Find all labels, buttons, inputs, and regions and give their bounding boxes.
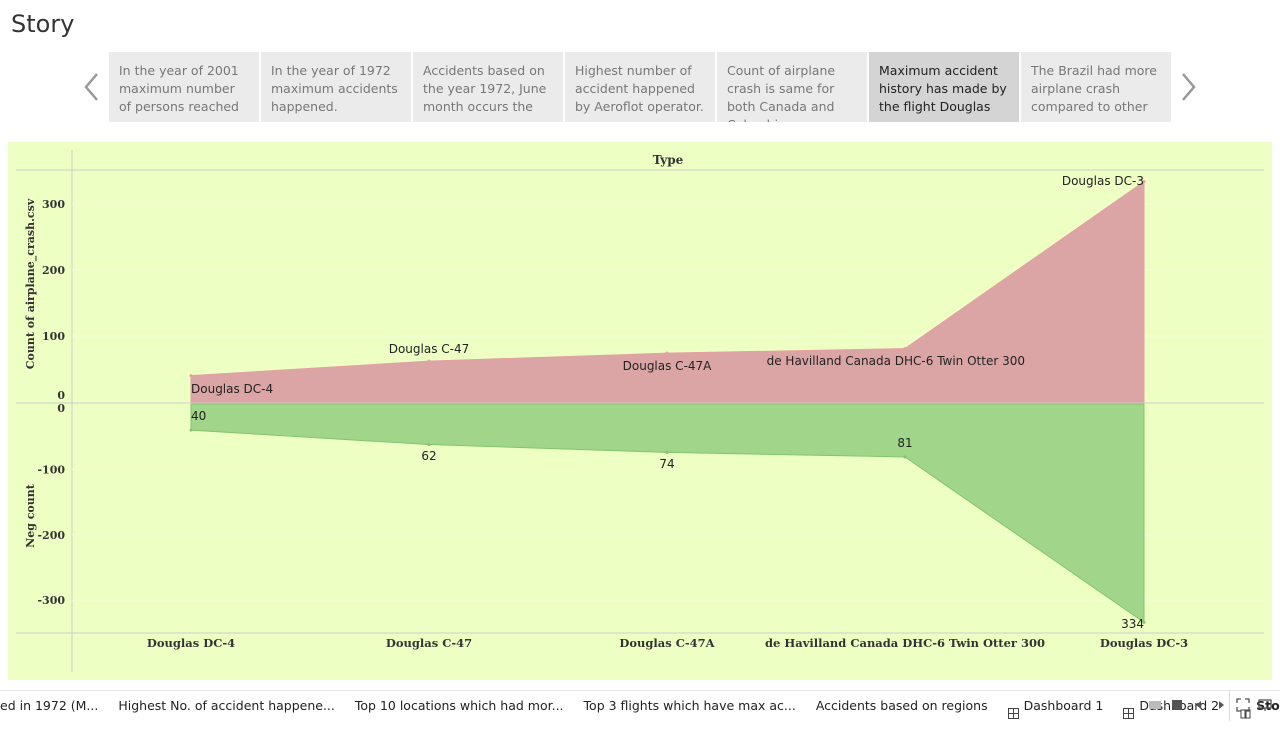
y-axis-title-bottom: Neg count [24,483,37,548]
data-label-count: 62 [421,449,436,463]
story-point[interactable]: Accidents based on the year 1972, June m… [413,52,563,122]
y-axis-title-top: Count of airplane_crash.csv [24,198,38,369]
scroll-left-icon[interactable] [1192,697,1206,711]
data-point-top [903,347,907,351]
story-points: In the year of 2001 maximum number of pe… [109,52,1171,122]
next-point-button[interactable] [1178,70,1198,104]
data-label-count: 81 [897,436,912,450]
data-label-type: Douglas DC-4 [191,382,273,396]
data-point-bottom [665,450,669,454]
sheet-tab[interactable]: Story [1229,690,1280,721]
chart-area: Type Douglas DC-4 Douglas C-47 Douglas C-47… [8,142,1272,680]
data-point-bottom [189,428,193,432]
chevron-right-icon [1182,73,1196,101]
x-category-label: Douglas C-47A [619,636,715,650]
scroll-right-icon[interactable] [1214,697,1228,711]
y-tick-label-top: 100 [42,330,65,343]
sheet-tab[interactable]: Top 3 flights which have max ac... [574,691,806,721]
dashboard-icon [1123,700,1135,719]
sheet-tab-label: Accidents based on regions [815,697,988,713]
y-tick-label-bottom: -100 [37,463,65,476]
x-category-label: Douglas C-47 [386,636,472,650]
chevron-left-icon [84,73,98,101]
x-category-label: de Havilland Canada DHC-6 Twin Otter 300 [765,636,1045,650]
sheet-tab[interactable]: Accidents based on regions [806,691,998,721]
data-point-bottom [427,443,431,447]
previous-point-button[interactable] [82,70,102,104]
sheet-tab-label: Highest No. of accident happene... [118,697,335,713]
data-label-count: 334 [1121,617,1144,631]
sheet-tab[interactable]: Highest No. of accident happene... [108,691,345,721]
data-point-bottom [903,455,907,459]
sheet-tab-label: Dashboard 1 [1023,697,1104,713]
data-point-bottom [1142,620,1146,624]
x-category-label: Douglas DC-4 [147,636,235,650]
y-tick-label-bottom: -200 [37,529,65,542]
data-label-type: Douglas DC-3 [1062,174,1144,188]
chart-title: Type [653,153,684,167]
sheet-tab-bar: ed in 1972 (M... Highest No. of accident … [0,690,1280,721]
data-point-top [427,359,431,363]
y-tick-label-bottom: 0 [57,402,65,415]
thumbnail-view-icon[interactable] [1148,697,1162,711]
sheet-tab-label: Story [1256,697,1280,713]
story-point[interactable]: In the year of 1972 maximum accidents ha… [261,52,411,122]
dashboard-icon [1007,700,1019,719]
y-tick-label-bottom: -300 [37,594,65,607]
sheet-tab-label: Top 10 locations which had mor... [354,697,564,713]
data-label-type: Douglas C-47A [623,359,713,373]
data-point-top [1142,180,1146,184]
presentation-icon[interactable] [1258,697,1272,711]
data-point-top [665,351,669,355]
area-chart: Type Douglas DC-4 Douglas C-47 Douglas C-47… [16,150,1264,672]
data-point-top [189,374,193,378]
y-tick-label-top: 0 [57,389,65,402]
data-label-count: 40 [191,409,206,423]
area-neg-series [190,403,1145,624]
data-label-count: 74 [659,457,674,471]
sheet-tab[interactable]: Top 10 locations which had mor... [345,691,574,721]
sheet-tab[interactable]: ed in 1972 (M... [0,691,108,721]
fullscreen-icon[interactable] [1236,697,1250,712]
story-point[interactable]: Highest number of accident happened by A… [565,52,715,122]
sheet-tab-label: Top 3 flights which have max ac... [583,697,796,713]
sheet-tab[interactable]: Dashboard 1 [998,691,1114,721]
story-point[interactable]: In the year of 2001 maximum number of pe… [109,52,259,122]
story-point[interactable]: The Brazil had more airplane crash compa… [1021,52,1171,122]
y-tick-label-top: 300 [42,198,65,211]
story-point-active[interactable]: Maximum accident history has made by the… [869,52,1019,122]
x-category-label: Douglas DC-3 [1100,636,1188,650]
single-view-icon[interactable] [1170,697,1184,711]
y-tick-label-top: 200 [42,264,65,277]
data-label-type: Douglas C-47 [389,342,470,356]
story-point[interactable]: Count of airplane crash is same for both… [717,52,867,122]
data-label-type: de Havilland Canada DHC-6 Twin Otter 300 [767,354,1025,368]
area-count-series [190,180,1145,403]
page-title: Story [11,10,75,38]
sheet-tab-label: ed in 1972 (M... [0,697,99,713]
tab-controls [1148,697,1272,712]
